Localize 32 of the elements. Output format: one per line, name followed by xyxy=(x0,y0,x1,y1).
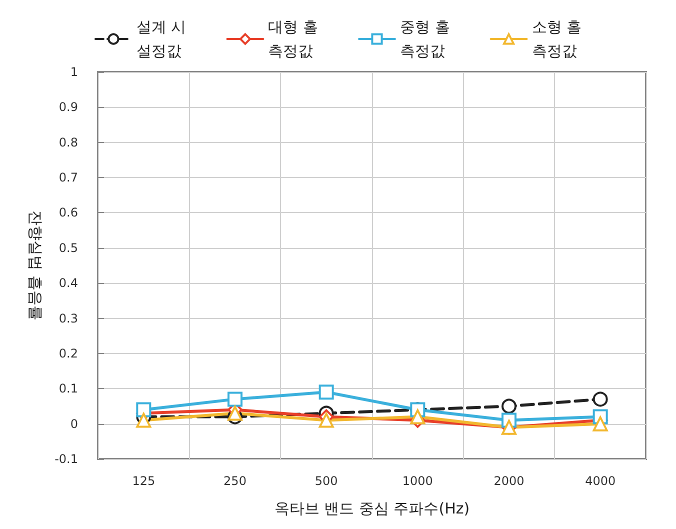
y-tick-label: 0.2 xyxy=(58,346,78,360)
y-tick-label: 0.6 xyxy=(58,206,78,220)
y-tick-label: 0.1 xyxy=(58,382,78,396)
x-tick-label: 2000 xyxy=(494,474,524,488)
y-axis-title: 잔향실법 흡음률 xyxy=(26,210,44,320)
y-tick-label: -0.1 xyxy=(54,452,78,466)
y-tick-label: 0.5 xyxy=(58,240,78,255)
y-tick-label: 0.4 xyxy=(58,276,78,290)
point xyxy=(228,406,242,421)
x-axis-title: 옥타브 밴드 중심 주파수(Hz) xyxy=(274,500,470,518)
x-tick-label: 500 xyxy=(314,474,338,488)
point xyxy=(502,398,516,414)
y-tick-label: 0.9 xyxy=(58,100,78,114)
point xyxy=(228,392,242,407)
point xyxy=(592,416,608,432)
x-tick-label: 125 xyxy=(132,474,156,488)
y-tick-label: 0.8 xyxy=(58,135,78,150)
x-tick-label: 4000 xyxy=(585,474,616,488)
legend-label: 설계 시 설정값 xyxy=(136,18,186,60)
x-tick-label: 1000 xyxy=(402,474,433,488)
point xyxy=(410,409,426,424)
y-tick-label: 0.3 xyxy=(58,311,78,326)
point xyxy=(318,384,334,400)
legend-label: 소형 홀 측정값 xyxy=(532,18,582,60)
y-tick-label: 0 xyxy=(70,416,78,431)
point xyxy=(318,412,334,428)
y-tick-label: 1 xyxy=(70,65,78,79)
x-tick-label: 250 xyxy=(224,474,246,488)
point xyxy=(592,392,608,407)
legend-label: 중형 홀 측정값 xyxy=(400,18,450,60)
legend-label: 대형 홀 측정값 xyxy=(268,18,318,60)
y-tick-label: 0.7 xyxy=(58,170,78,185)
